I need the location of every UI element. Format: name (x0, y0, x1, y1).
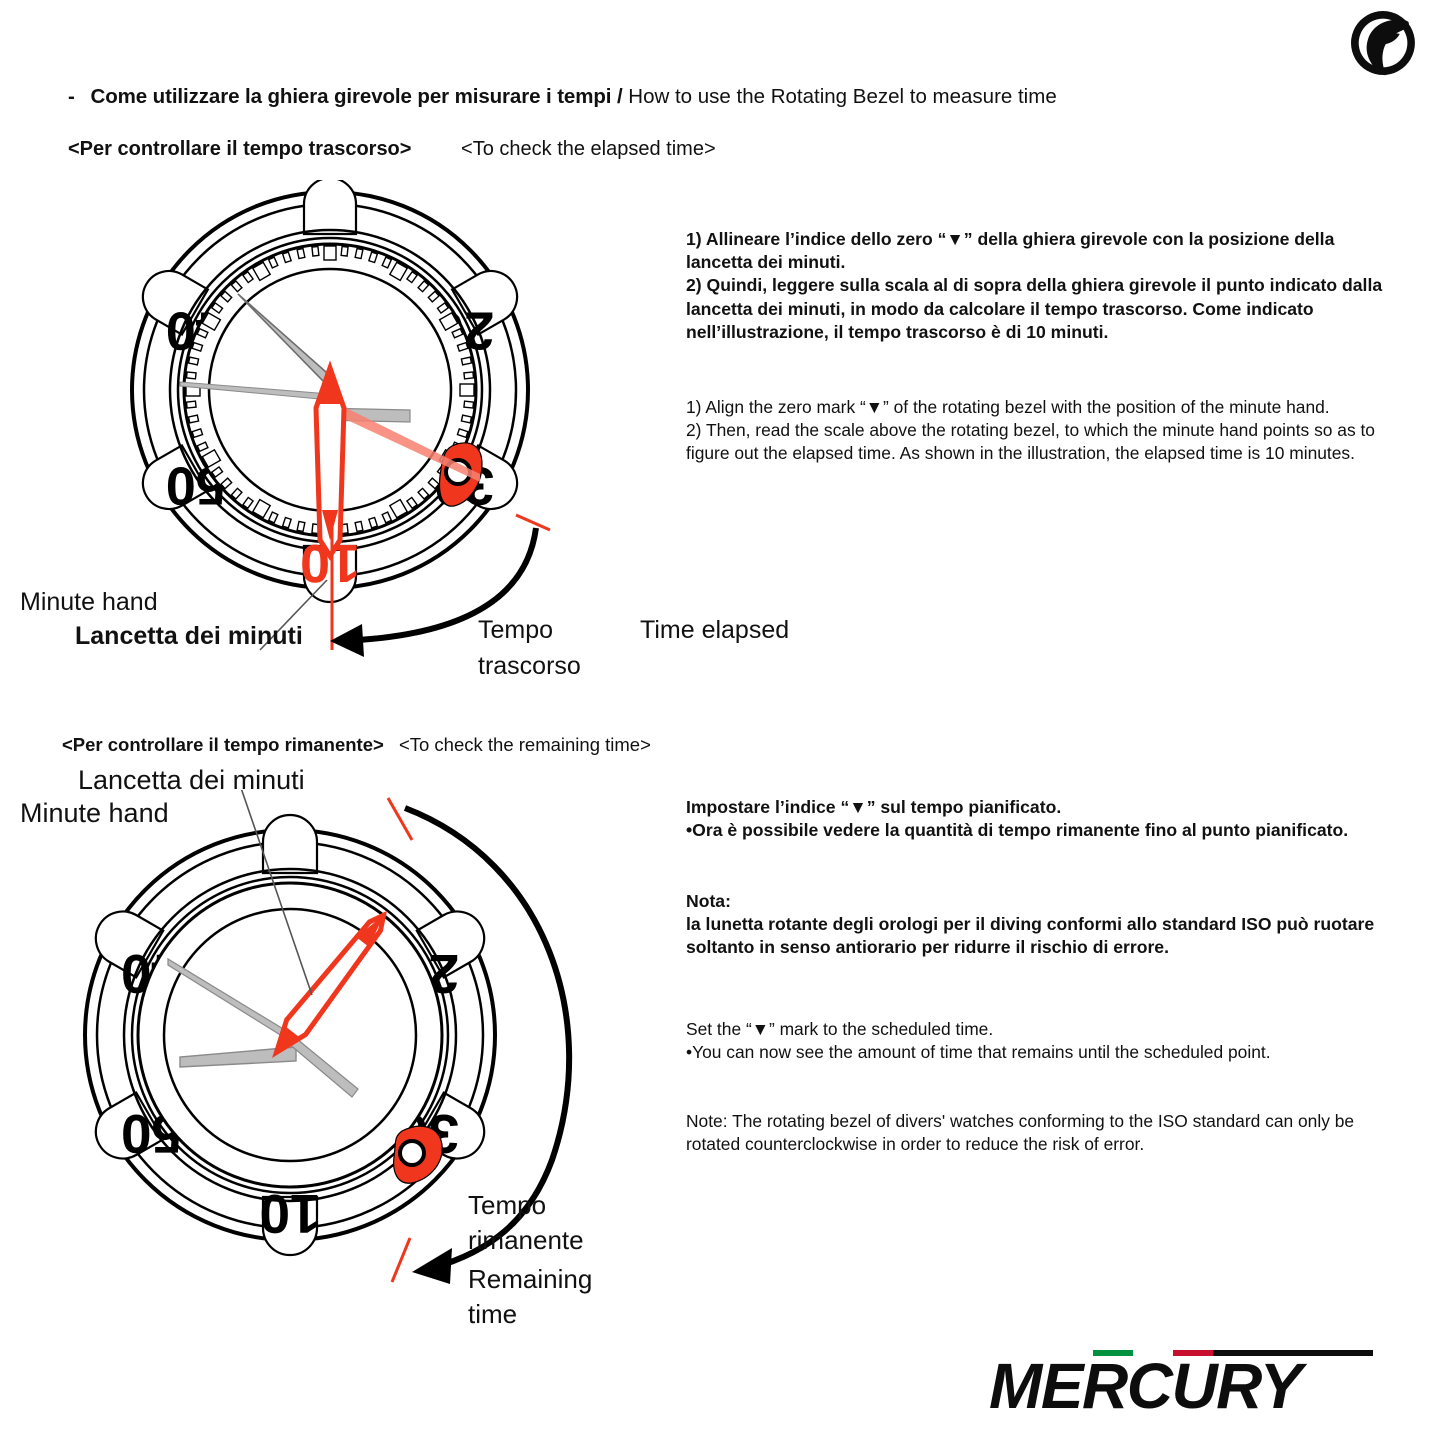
label-lancetta-dei-minuti-2: Lancetta dei minuti (78, 765, 305, 795)
elapsed-end-tick (515, 513, 551, 532)
flag-green (1093, 1350, 1133, 1356)
section1-subheading: <Per controllare il tempo trascorso> <To… (68, 136, 716, 162)
mercury-wordmark: MERCURY (989, 1350, 1308, 1422)
section1-subheading-english: <To check the elapsed time> (461, 138, 716, 160)
section2-body-english-note: Note: The rotating bezel of divers' watc… (686, 1111, 1355, 1155)
flag-white (1133, 1350, 1173, 1356)
leader-line-minute-hand-2 (240, 790, 313, 996)
svg-text:10: 10 (259, 1183, 320, 1245)
label-tempo-trascorso: Tempo trascorso (478, 616, 581, 680)
remaining-end-tick (390, 1237, 412, 1283)
elapsed-arc-arrow (357, 527, 539, 643)
section2-subheading-italian: <Per controllare il tempo rimanente> (62, 734, 384, 755)
section2-subheading-english: <To check the remaining time> (398, 734, 651, 755)
page-title-english: How to use the Rotating Bezel to measure… (628, 85, 1057, 108)
section2-body-italian-a: Impostare l’indice “▼” sul tempo pianifi… (686, 797, 1349, 841)
watch-illustration-remaining: 30 10 50 40 20 (83, 790, 573, 1284)
elapsed-arrow-head (330, 624, 364, 657)
remaining-start-tick (386, 797, 414, 841)
leader-line-minute-hand (259, 579, 328, 651)
section2-subheading: <Per controllare il tempo rimanente> <To… (62, 733, 651, 757)
page-title: - Come utilizzare la ghiera girevole per… (68, 84, 1348, 110)
remaining-arc-arrow (403, 805, 573, 1271)
section1-body-italian: 1) Allineare l’indice dello zero “▼” del… (686, 229, 1383, 342)
section1-body-english: 1) Align the zero mark “▼” of the rotati… (686, 397, 1375, 464)
title-dash: - (68, 85, 75, 108)
mercury-brand-logo: MERCURY (989, 1350, 1373, 1422)
section2-body-english-a: Set the “▼” mark to the scheduled time. … (686, 1019, 1271, 1063)
flag-red (1173, 1350, 1213, 1356)
label-time-elapsed: Time elapsed (640, 616, 790, 644)
label-remaining-time: Remaining time (468, 1264, 593, 1329)
brand-f-logo-icon (1351, 11, 1415, 76)
label-tempo-rimanente: Tempo rimanente (468, 1190, 584, 1255)
flag-rule (1213, 1350, 1373, 1356)
label-minute-hand-2: Minute hand (20, 798, 169, 828)
remaining-arrow-head (412, 1248, 452, 1284)
label-lancetta-dei-minuti-1: Lancetta dei minuti (75, 622, 303, 650)
section2-body-italian-note: Nota: la lunetta rotante degli orologi p… (686, 891, 1375, 958)
section1-subheading-italian: <Per controllare il tempo trascorso> (68, 138, 412, 160)
watch-illustration-elapsed: 30 10 50 40 20 (130, 180, 551, 657)
page-title-italian: Come utilizzare la ghiera girevole per m… (90, 85, 623, 108)
label-minute-hand-1: Minute hand (20, 588, 158, 616)
